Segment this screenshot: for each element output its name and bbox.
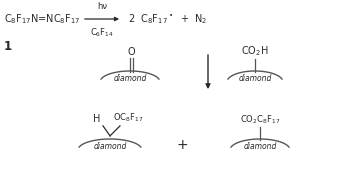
Text: 1: 1 <box>4 41 12 54</box>
Text: H: H <box>93 114 101 124</box>
Text: diamond: diamond <box>238 74 272 83</box>
Text: OC$_8$F$_{17}$: OC$_8$F$_{17}$ <box>113 111 143 124</box>
Text: 2  C$_8$F$_{17}$$^\bullet$  +  N$_2$: 2 C$_8$F$_{17}$$^\bullet$ + N$_2$ <box>128 12 208 26</box>
Text: O: O <box>127 47 135 57</box>
Text: CO$_2$H: CO$_2$H <box>241 45 269 58</box>
Text: C$_8$F$_{17}$N=NC$_8$F$_{17}$: C$_8$F$_{17}$N=NC$_8$F$_{17}$ <box>4 12 81 26</box>
Text: diamond: diamond <box>243 142 277 151</box>
Text: C$_6$F$_{14}$: C$_6$F$_{14}$ <box>90 26 114 39</box>
Text: +: + <box>176 138 188 152</box>
Text: CO$_2$C$_8$F$_{17}$: CO$_2$C$_8$F$_{17}$ <box>240 114 280 126</box>
Text: diamond: diamond <box>93 142 127 151</box>
Text: hν: hν <box>97 1 107 11</box>
Text: diamond: diamond <box>113 74 147 83</box>
